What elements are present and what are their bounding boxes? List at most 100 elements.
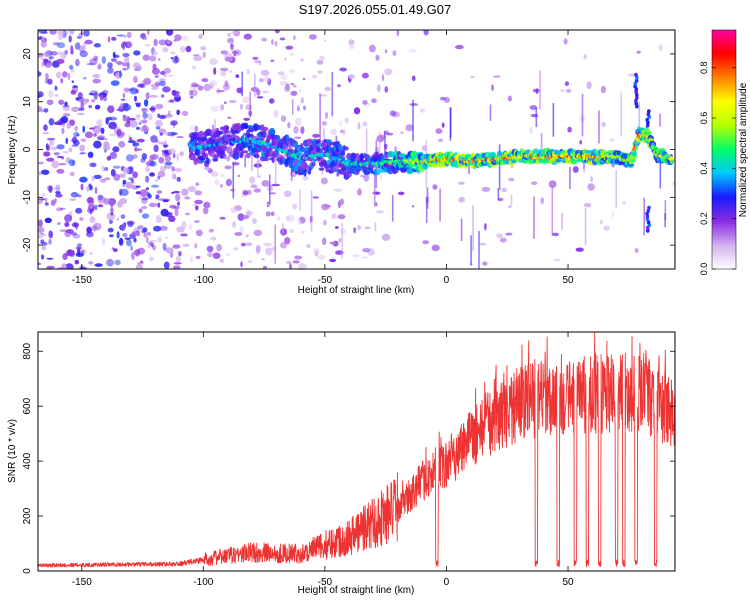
spectrogram-noise-blob [481, 187, 491, 192]
spectrogram-noise-blob [182, 243, 190, 248]
spectrogram-signal-blob [299, 146, 307, 153]
spectrogram-signal-blob [213, 154, 220, 159]
spectrogram-noise-blob [411, 75, 416, 82]
spectrogram-noise-blob [160, 94, 165, 98]
spectrogram-noise-blob [264, 75, 270, 83]
spectrogram-noise-blob [143, 77, 152, 86]
spectrogram-noise-blob [97, 194, 104, 201]
spectrogram-signal-blob [306, 138, 313, 147]
spectrogram-noise-blob [248, 259, 252, 264]
spectrogram-noise-blob [147, 30, 150, 36]
spectrogram-noise-blob [150, 87, 159, 91]
spectrogram-noise-blob [80, 138, 87, 143]
spectrogram-noise-blob [408, 48, 417, 53]
spectrogram-streak [384, 131, 386, 161]
spectrogram-noise-blob [44, 217, 52, 223]
spectrogram-noise-blob [135, 114, 141, 121]
spectrogram-noise-blob [44, 77, 50, 84]
spectrogram-noise-blob [38, 106, 43, 113]
spectrogram-noise-blob [312, 133, 321, 138]
spectrogram-noise-blob [203, 166, 211, 171]
spectrogram-streak [497, 188, 500, 201]
spectrogram-noise-blob [134, 95, 137, 102]
spectrogram-noise-blob [319, 94, 328, 97]
colorbar-label: Normalized spectral amplitude [738, 82, 749, 217]
spectrogram-noise-blob [128, 137, 133, 142]
spectrogram-noise-blob [193, 220, 200, 223]
spectrogram-noise-blob [138, 122, 142, 125]
spectrogram-noise-blob [551, 232, 559, 237]
spectrogram-noise-blob [54, 94, 59, 97]
spectrogram-noise-blob [131, 252, 135, 261]
spectrogram-noise-blob [195, 229, 203, 237]
snr-y-tick-label: 200 [22, 507, 33, 524]
spectrogram-noise-blob [144, 44, 152, 47]
spectrogram-noise-blob [89, 162, 97, 168]
spectrogram-noise-blob [274, 30, 280, 34]
spectrogram-signal-blob [312, 158, 317, 162]
spectrogram-noise-blob [194, 125, 199, 133]
spectrogram-signal-blob [216, 134, 221, 138]
spectrogram-noise-blob [169, 204, 177, 209]
spectrogram-noise-blob [149, 256, 154, 262]
spectrogram-noise-blob [133, 250, 139, 256]
spectrogram-noise-blob [160, 208, 169, 217]
snr-x-tick-label: 0 [444, 577, 450, 588]
spectrogram-noise-blob [91, 175, 95, 182]
spectrogram-noise-blob [152, 51, 158, 56]
spectrogram-noise-blob [237, 174, 241, 178]
spectrogram-noise-blob [202, 207, 209, 215]
snr-y-tick-label: 600 [22, 397, 33, 414]
spectrogram-noise-blob [181, 188, 189, 196]
spectrogram-noise-blob [253, 229, 263, 237]
spectrogram-noise-blob [280, 115, 287, 122]
spectrogram-noise-blob [208, 80, 218, 86]
spectrogram-noise-blob [268, 98, 275, 104]
spectrogram-noise-blob [225, 253, 230, 256]
spectrogram-feature-blob [645, 225, 650, 230]
spectrogram-noise-blob [46, 157, 55, 162]
spectrogram-noise-blob [228, 41, 232, 44]
spectrogram-feature-blob [634, 72, 638, 77]
spectrogram-signal-blob [216, 130, 224, 135]
spectrogram-noise-blob [396, 30, 400, 37]
spectrogram-noise-blob [338, 237, 342, 243]
spectrogram-noise-blob [46, 62, 51, 67]
spectrogram-noise-blob [111, 36, 117, 41]
spectrogram-noise-blob [154, 75, 159, 78]
spectrogram-noise-blob [280, 74, 288, 81]
spectrogram-noise-blob [193, 55, 203, 62]
spectrogram-noise-blob [105, 117, 109, 125]
spectrogram-noise-blob [39, 36, 43, 39]
spectrogram-noise-blob [112, 165, 121, 169]
spectrogram-noise-blob [153, 38, 158, 47]
spectrogram-noise-blob [287, 122, 291, 129]
spectrogram-noise-blob [233, 247, 239, 251]
spectrogram-noise-blob [175, 255, 181, 263]
spectrogram-noise-blob [252, 218, 257, 224]
spectrogram-noise-blob [115, 72, 123, 78]
spectrogram-noise-blob [155, 119, 163, 128]
spectrogram-noise-blob [458, 196, 466, 203]
colorbar-tick-label: 0.2 [699, 212, 709, 225]
spectrogram-streak [449, 107, 452, 141]
spectrogram-noise-blob [181, 35, 189, 42]
spectrogram-signal-blob [262, 129, 267, 138]
spectrogram-noise-blob [563, 38, 568, 45]
spectrogram-noise-blob [381, 74, 385, 82]
spectrogram-streak [232, 161, 235, 199]
spectrogram-noise-blob [122, 117, 131, 122]
spectrogram-signal-blob [490, 152, 497, 157]
spectrogram-noise-blob [579, 140, 583, 145]
spectrogram-noise-blob [112, 51, 116, 59]
spectrogram-noise-blob [74, 125, 78, 132]
spectrogram-signal-blob [225, 126, 230, 130]
spectrogram-noise-blob [381, 233, 391, 241]
spectrogram-noise-blob [146, 231, 152, 236]
spectrogram-noise-blob [317, 254, 326, 260]
spectrogram-noise-blob [250, 184, 258, 188]
spectrogram-noise-blob [137, 83, 145, 88]
spectrogram-noise-blob [548, 180, 557, 189]
spectrogram-noise-blob [177, 201, 180, 207]
spectrogram-noise-blob [392, 50, 397, 57]
